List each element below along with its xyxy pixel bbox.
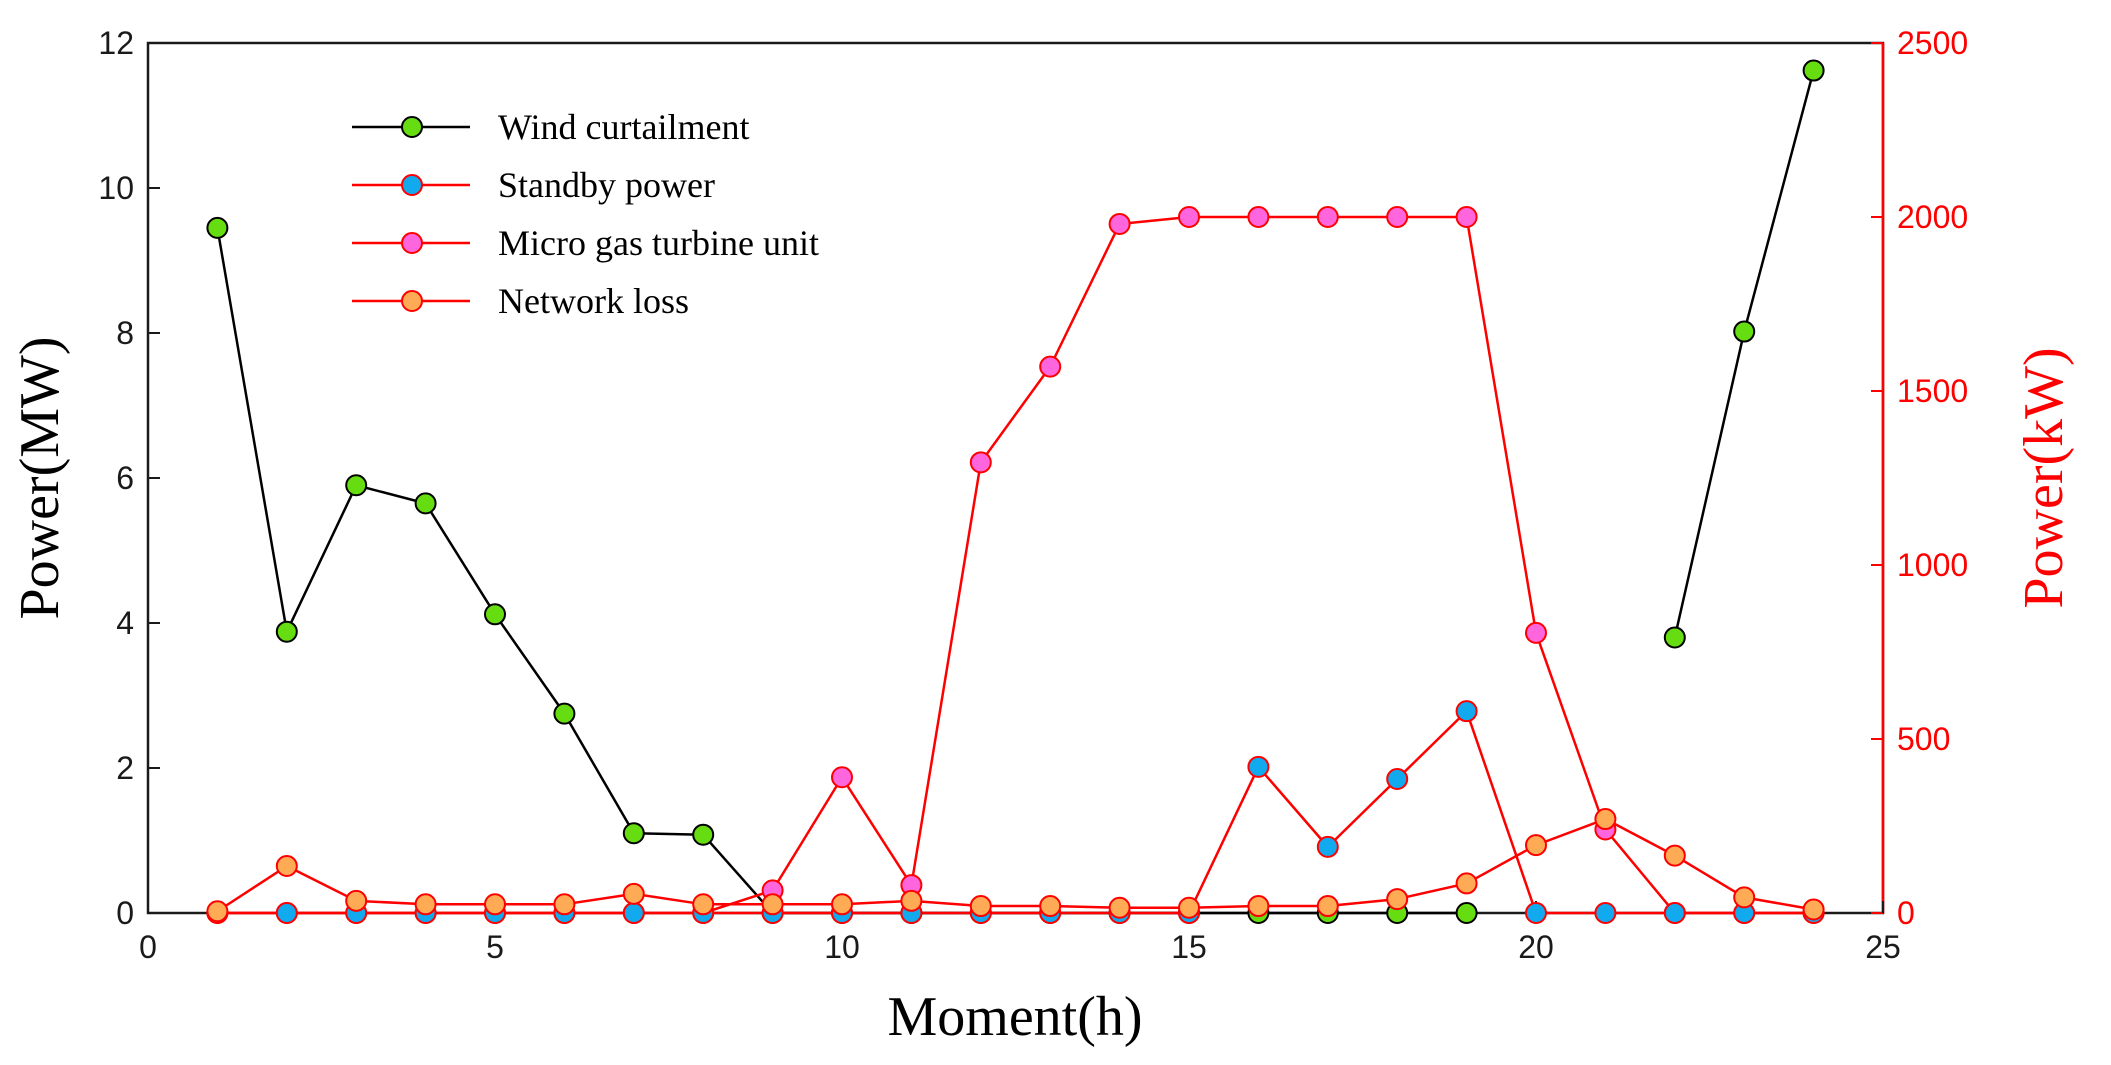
data-point-network-loss [1108,896,1131,919]
data-point-network-loss [345,889,368,912]
left-axis: 0 2 4 6 8 10 12 [98,25,160,931]
data-point-wind-curtailment [484,603,506,626]
data-point-wind-curtailment [206,216,229,239]
left-tick-label: 6 [116,460,134,496]
left-tick-label: 4 [116,605,134,641]
right-tick-label: 2500 [1897,25,1968,61]
legend-label: Micro gas turbine unit [498,223,819,263]
data-point-network-loss [1178,896,1200,919]
data-point-standby-power [1455,700,1478,723]
legend-label: Wind curtailment [498,107,749,147]
data-point-network-loss [414,893,437,916]
data-point-network-loss [1455,872,1478,895]
data-point-network-loss [692,893,715,916]
data-point-network-loss [484,893,506,916]
data-point-network-loss [622,882,645,905]
x-tick-label: 20 [1518,929,1554,965]
data-point-wind-curtailment [692,823,715,846]
data-point-wind-curtailment [553,702,576,725]
data-point-network-loss [1733,886,1756,909]
left-tick-label: 8 [116,315,134,351]
data-point-standby-power [275,902,298,924]
data-point-network-loss [275,855,298,878]
left-axis-title: Power(MW) [9,336,71,619]
data-point-network-loss [1663,844,1686,867]
legend-marker [401,290,423,312]
data-point-micro-gas-turbine-unit [969,451,992,474]
data-point-micro-gas-turbine-unit [1455,206,1478,228]
data-point-network-loss [969,895,992,918]
data-point-network-loss [900,889,923,912]
data-point-standby-power [1594,902,1617,924]
data-point-network-loss [1247,895,1270,918]
x-tick-label: 0 [139,929,157,965]
data-point-standby-power [1525,902,1547,924]
legend-marker [401,232,423,254]
data-point-micro-gas-turbine-unit [1316,206,1339,228]
data-point-network-loss [1594,808,1617,831]
left-tick-label: 0 [116,895,134,931]
series-markers [206,59,1825,924]
data-point-micro-gas-turbine-unit [1247,206,1270,228]
legend-label: Standby power [498,165,715,205]
series-line-standby-power [217,709,1814,915]
data-point-micro-gas-turbine-unit [1178,206,1200,228]
data-point-wind-curtailment [622,822,645,845]
right-tick-label: 2000 [1897,199,1968,235]
data-point-standby-power [1386,768,1409,791]
data-point-micro-gas-turbine-unit [1108,212,1131,235]
data-point-wind-curtailment [1663,626,1686,649]
left-tick-label: 2 [116,750,134,786]
data-point-micro-gas-turbine-unit [1386,206,1409,228]
left-tick-label: 10 [98,170,134,206]
right-tick-label: 0 [1897,895,1915,931]
data-point-network-loss [1386,888,1409,911]
data-point-network-loss [206,900,229,923]
data-point-network-loss [1802,898,1825,921]
data-point-micro-gas-turbine-unit [1525,621,1547,644]
x-tick-label: 5 [486,929,504,965]
legend-marker [401,116,423,138]
legend: Wind curtailment Standby power Micro gas t… [352,107,819,321]
legend-marker [401,174,423,196]
data-point-micro-gas-turbine-unit [1039,355,1062,378]
series-layer [206,59,1825,924]
legend-label: Network loss [498,281,689,321]
left-tick-label: 12 [98,25,134,61]
data-point-network-loss [1316,895,1339,918]
data-point-standby-power [622,902,645,924]
data-point-standby-power [1247,755,1270,778]
x-tick-label: 15 [1171,929,1207,965]
data-point-wind-curtailment [1802,59,1825,82]
plot-area-frame [146,41,1885,915]
right-tick-label: 500 [1897,721,1950,757]
x-axis: 0 5 10 15 20 25 [139,901,1901,965]
right-axis: 0 500 1000 1500 2000 2500 [1871,25,1968,931]
data-point-network-loss [553,893,576,916]
data-point-network-loss [1039,895,1062,918]
right-tick-label: 1000 [1897,547,1968,583]
data-point-micro-gas-turbine-unit [831,766,853,789]
data-point-standby-power [1316,835,1339,858]
data-point-network-loss [1525,834,1547,857]
data-point-wind-curtailment [414,492,437,515]
data-point-network-loss [761,893,784,916]
x-axis-title: Moment(h) [887,986,1142,1048]
data-point-standby-power [1663,902,1686,924]
data-point-wind-curtailment [1455,902,1478,924]
data-point-wind-curtailment [1733,320,1756,343]
right-axis-title: Power(kW) [2013,347,2075,608]
series-line-network-loss [216,817,1814,913]
x-tick-label: 10 [824,929,860,965]
right-tick-label: 1500 [1897,373,1968,409]
x-tick-label: 25 [1865,929,1901,965]
data-point-wind-curtailment [345,474,368,497]
data-point-wind-curtailment [275,620,298,643]
data-point-network-loss [831,893,853,916]
